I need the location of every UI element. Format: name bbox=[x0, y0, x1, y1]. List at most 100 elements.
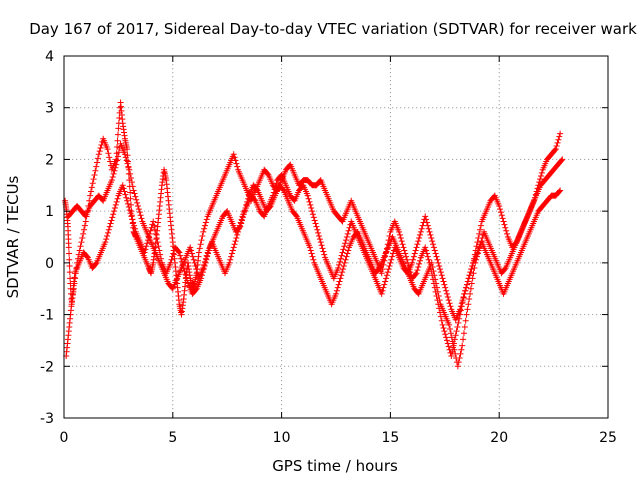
data-point bbox=[127, 210, 134, 217]
data-point bbox=[273, 180, 280, 187]
data-point bbox=[128, 179, 135, 186]
data-point bbox=[464, 306, 471, 313]
data-point bbox=[229, 247, 236, 254]
data-point bbox=[187, 244, 194, 251]
data-point bbox=[452, 332, 459, 339]
data-point bbox=[81, 222, 88, 229]
data-point bbox=[378, 270, 385, 277]
data-point bbox=[429, 263, 436, 270]
data-point bbox=[108, 177, 115, 184]
data-point bbox=[381, 281, 388, 288]
data-point bbox=[228, 253, 235, 260]
data-point bbox=[343, 234, 350, 240]
data-point bbox=[456, 355, 463, 362]
data-point bbox=[113, 198, 120, 205]
data-point bbox=[200, 228, 207, 235]
data-point bbox=[445, 343, 452, 350]
data-point bbox=[477, 226, 484, 233]
data-point bbox=[312, 220, 319, 227]
data-point bbox=[169, 253, 176, 260]
data-point bbox=[89, 180, 96, 187]
data-point bbox=[463, 284, 470, 291]
data-point bbox=[310, 256, 317, 263]
data-point bbox=[422, 213, 429, 220]
data-point bbox=[124, 197, 131, 204]
data-point bbox=[388, 256, 395, 263]
data-point bbox=[310, 214, 317, 221]
data-point bbox=[66, 256, 73, 263]
data-point bbox=[129, 183, 136, 190]
data-point bbox=[341, 243, 348, 250]
data-point bbox=[198, 237, 205, 244]
data-point bbox=[88, 184, 95, 191]
data-point bbox=[251, 196, 258, 203]
data-point bbox=[447, 326, 454, 333]
data-point bbox=[337, 275, 344, 282]
data-point bbox=[103, 236, 110, 243]
data-point bbox=[78, 239, 85, 246]
data-point bbox=[105, 150, 112, 157]
data-point bbox=[190, 256, 197, 263]
data-point bbox=[501, 266, 508, 273]
data-point bbox=[104, 146, 111, 153]
data-point bbox=[434, 256, 441, 263]
data-point bbox=[234, 163, 241, 170]
data-point bbox=[461, 290, 468, 297]
data-point bbox=[468, 266, 475, 273]
data-point bbox=[504, 230, 511, 237]
y-tick-label: 3 bbox=[45, 101, 54, 117]
data-point bbox=[415, 238, 422, 245]
data-point bbox=[551, 147, 558, 154]
data-point bbox=[477, 222, 484, 229]
data-point bbox=[497, 206, 504, 213]
data-point bbox=[107, 158, 114, 165]
data-point bbox=[306, 244, 313, 251]
data-point bbox=[345, 247, 352, 254]
data-point bbox=[82, 218, 89, 225]
data-point bbox=[436, 297, 443, 304]
data-point bbox=[238, 216, 245, 223]
data-point bbox=[432, 276, 439, 283]
data-point bbox=[306, 198, 313, 205]
data-point bbox=[446, 321, 453, 328]
data-point bbox=[398, 238, 405, 245]
data-point bbox=[433, 253, 440, 260]
data-point bbox=[447, 330, 454, 337]
data-point bbox=[428, 259, 435, 266]
data-point bbox=[233, 235, 240, 242]
data-point bbox=[92, 260, 99, 267]
data-point bbox=[433, 280, 440, 287]
data-point bbox=[272, 183, 279, 190]
data-point bbox=[449, 338, 456, 345]
data-point bbox=[499, 215, 506, 222]
data-point bbox=[416, 257, 423, 264]
data-point bbox=[308, 205, 315, 212]
data-point bbox=[416, 231, 423, 238]
data-point bbox=[292, 212, 299, 219]
data-point bbox=[454, 323, 461, 330]
data-point bbox=[466, 272, 473, 279]
data-point bbox=[438, 272, 445, 279]
data-point bbox=[443, 287, 450, 294]
data-point bbox=[128, 175, 135, 182]
data-point bbox=[464, 278, 471, 285]
data-point bbox=[65, 244, 72, 251]
data-point bbox=[178, 255, 185, 262]
data-point bbox=[119, 182, 126, 189]
data-point bbox=[167, 259, 174, 266]
data-point bbox=[344, 230, 351, 237]
data-point bbox=[109, 174, 116, 181]
data-point bbox=[339, 266, 346, 273]
data-point bbox=[553, 142, 560, 149]
data-point bbox=[452, 350, 459, 357]
data-point bbox=[76, 247, 83, 254]
data-point bbox=[131, 190, 138, 197]
data-point bbox=[94, 155, 101, 162]
data-point bbox=[227, 256, 234, 263]
data-point bbox=[414, 267, 421, 274]
data-point bbox=[135, 206, 142, 213]
data-point bbox=[336, 261, 343, 268]
data-point bbox=[431, 247, 438, 254]
data-point bbox=[446, 300, 453, 307]
data-point bbox=[311, 217, 318, 224]
